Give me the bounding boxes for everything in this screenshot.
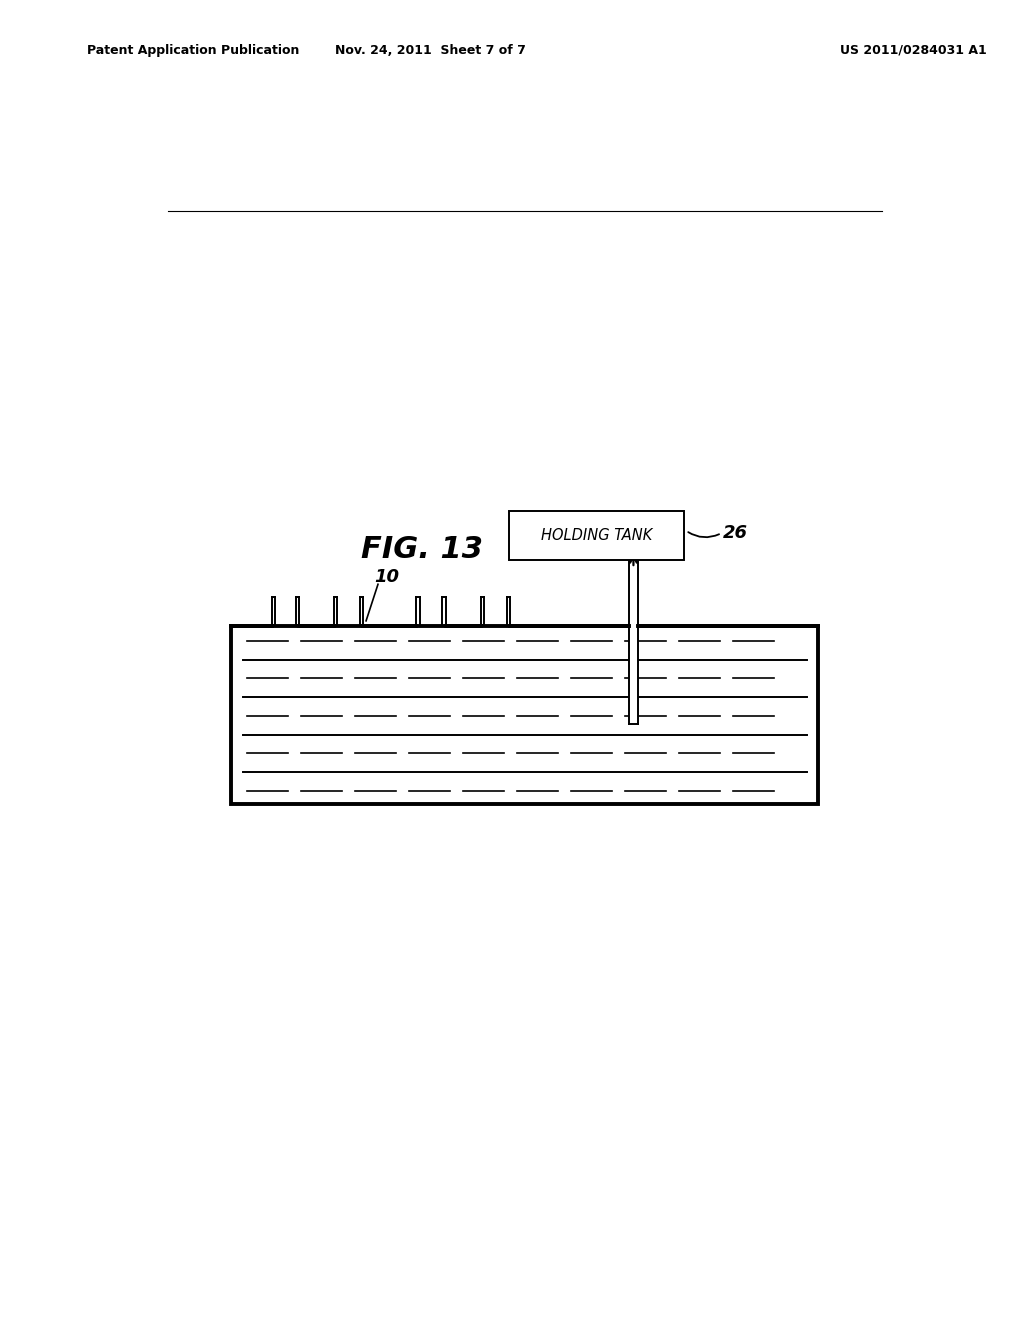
Text: HOLDING TANK: HOLDING TANK [541, 528, 652, 543]
Bar [231, 626, 818, 804]
Text: Patent Application Publication: Patent Application Publication [87, 44, 299, 57]
Text: US 2011/0284031 A1: US 2011/0284031 A1 [840, 44, 986, 57]
Text: Nov. 24, 2011  Sheet 7 of 7: Nov. 24, 2011 Sheet 7 of 7 [335, 44, 525, 57]
Bar [509, 511, 684, 560]
Text: 26: 26 [723, 524, 749, 543]
Text: FIG. 13: FIG. 13 [360, 535, 482, 564]
Text: 10: 10 [374, 568, 399, 586]
Bar [629, 553, 638, 723]
